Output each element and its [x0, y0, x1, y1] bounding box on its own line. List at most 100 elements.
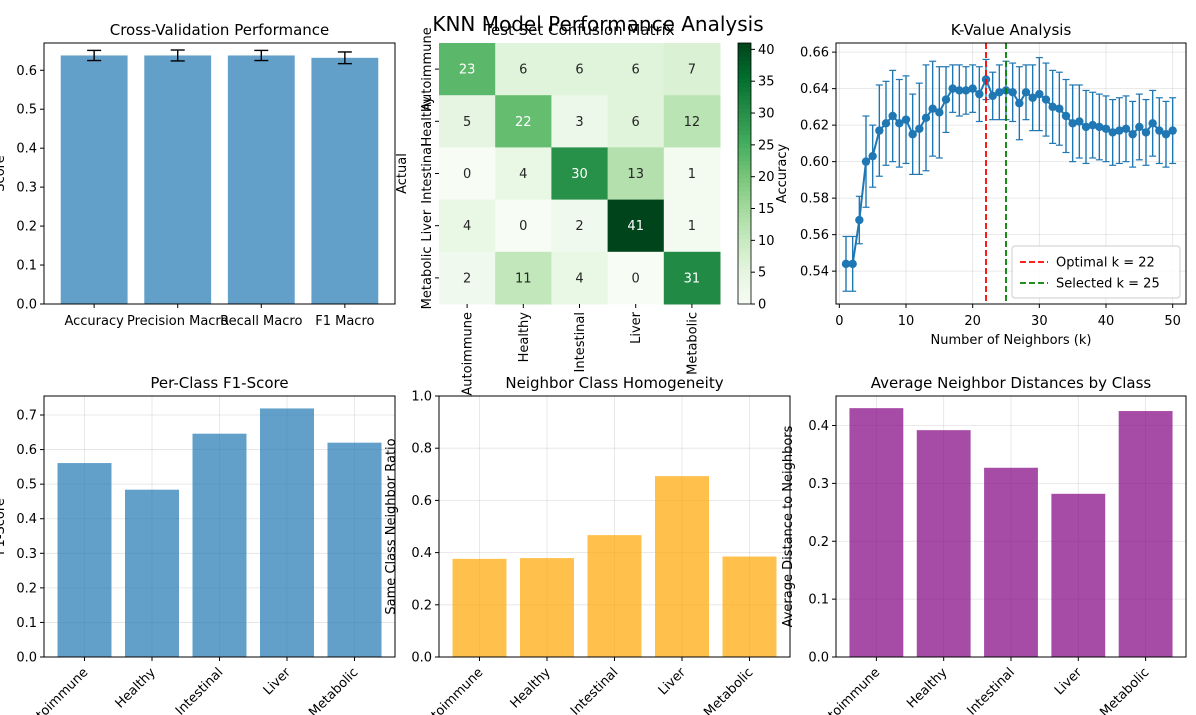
- cm-colorbar-step-5: [738, 277, 751, 283]
- cm-cell-0-1: [495, 43, 552, 96]
- homog-bar-healthy: [520, 558, 574, 657]
- cm-cell-1-1: [495, 95, 552, 148]
- cm-colorbar-step-36: [738, 143, 751, 148]
- cm-colorbar-step-9: [738, 260, 751, 266]
- cm-colorbar-step-28: [738, 177, 751, 183]
- kval-point-3: [861, 157, 871, 166]
- dist-bar-intestinal: [984, 467, 1038, 657]
- homog-chart: 0.0 0.2 0.4 0.6 0.8 1.0 Autoimmune Healthy Intes…: [384, 374, 791, 715]
- kval-point-40: [1108, 128, 1117, 137]
- cm-colorbar-step-42: [738, 116, 751, 122]
- cm-colorbar-tick-label-1: 5: [758, 266, 766, 281]
- kval-point-35: [1075, 117, 1084, 126]
- cm-colorbar-step-4: [738, 282, 751, 288]
- cm-cell-label-4-0: 2: [463, 271, 471, 286]
- cm-cell-label-0-4: 7: [688, 63, 696, 78]
- cm-colorbar-step-57: [738, 51, 751, 57]
- homog-ytick-label-0: 0.0: [411, 651, 432, 666]
- f1-ytick-label-6: 0.6: [16, 443, 37, 458]
- cm-colorbar-step-0: [738, 299, 751, 305]
- cm-colorbar-step-12: [738, 247, 751, 253]
- kval-point-48: [1161, 130, 1171, 139]
- kval-point-5: [875, 126, 884, 135]
- cm-cell-3-1: [495, 199, 552, 253]
- f1-ytick-label-3: 0.3: [16, 547, 37, 562]
- cm-cell-label-4-4: 31: [684, 271, 701, 286]
- cm-cell-3-4: [663, 199, 721, 253]
- cv-ytick-label-1: 0.1: [16, 259, 37, 274]
- cm-cell-label-3-1: 0: [519, 219, 527, 234]
- cv-ylabel: Score: [0, 155, 8, 191]
- cm-colorbar-step-3: [738, 286, 751, 292]
- f1-ytick-label-7: 0.7: [16, 409, 37, 424]
- cm-colorbar-step-2: [738, 290, 751, 296]
- kval-xtick-label-5: 50: [1164, 314, 1181, 329]
- cm-cell-label-4-1: 11: [515, 271, 532, 286]
- cm-colorbar-step-33: [738, 156, 751, 162]
- kval-point-26: [1015, 99, 1024, 108]
- cm-colorbar-step-34: [738, 151, 751, 157]
- homog-ytick-label-4: 0.8: [411, 442, 432, 457]
- cm-cell-label-1-2: 3: [575, 115, 583, 130]
- kval-point-44: [1135, 122, 1144, 132]
- cm-cell-label-2-1: 4: [519, 167, 527, 182]
- kval-xtick-label-3: 30: [1031, 314, 1048, 329]
- cm-cell-3-2: [551, 199, 609, 253]
- cm-cell-1-0: [439, 95, 496, 148]
- cv-ytick-label-4: 0.4: [16, 142, 37, 157]
- kval-point-45: [1141, 128, 1151, 137]
- cm-colorbar-step-13: [738, 243, 751, 249]
- kval-chart: 0.54 0.56 0.58 0.60 0.62 0.64 0.66 0 10 20 30 40 50 N…: [775, 21, 1187, 348]
- cm-colorbar-step-52: [738, 73, 751, 79]
- cm-xtick-label-2: Intestinal: [573, 312, 588, 372]
- cv-ytick-label-0: 0.0: [16, 298, 37, 313]
- kval-point-6: [881, 119, 891, 128]
- cm-colorbar-step-24: [738, 195, 751, 201]
- cm-ytick-label-4: Metabolic: [420, 246, 435, 309]
- cm-colorbar-step-44: [738, 108, 751, 114]
- f1-xtick-label-0: Autoimmune: [22, 665, 92, 715]
- kval-point-27: [1021, 88, 1031, 97]
- cm-colorbar-step-32: [738, 160, 751, 166]
- cm-colorbar-step-26: [738, 186, 751, 192]
- cm-colorbar-step-39: [738, 130, 751, 135]
- kval-ytick-label-0: 0.54: [800, 265, 829, 280]
- kval-point-49: [1168, 126, 1177, 135]
- cm-xtick-label-4: Metabolic: [685, 312, 700, 375]
- homog-ylabel: Same Class Neighbor Ratio: [384, 438, 399, 614]
- cm-colorbar-tick-label-5: 25: [758, 138, 775, 153]
- cm-colorbar-step-49: [738, 86, 751, 92]
- f1-bar-autoimmune: [57, 463, 112, 657]
- cm-colorbar-tick-label-7: 35: [758, 75, 775, 90]
- cm-colorbar-step-55: [738, 60, 751, 66]
- homog-title: Neighbor Class Homogeneity: [505, 374, 723, 392]
- cv-bar-recall-macro: [227, 55, 295, 305]
- cm-cell-label-0-0: 23: [459, 63, 476, 78]
- cm-cell-label-3-3: 41: [627, 219, 644, 234]
- kval-ytick-label-2: 0.58: [800, 192, 829, 207]
- cm-cell-1-4: [663, 95, 721, 148]
- kval-point-23: [995, 88, 1004, 97]
- cm-colorbar-tick-label-2: 10: [758, 234, 775, 249]
- kval-point-7: [888, 111, 897, 121]
- cm-colorbar-step-20: [738, 212, 751, 218]
- f1-xtick-label-3: Liver: [261, 665, 295, 699]
- cm-cell-label-0-3: 6: [632, 63, 640, 78]
- kval-point-43: [1128, 130, 1137, 139]
- dist-ytick-label-1: 0.1: [808, 593, 829, 608]
- kval-point-8: [895, 119, 904, 128]
- cv-title: Cross-Validation Performance: [110, 21, 330, 39]
- f1-bar-intestinal: [192, 433, 247, 657]
- cm-colorbar-step-21: [738, 208, 751, 214]
- cm-colorbar: 0 5 10 15 20 25 30 35 40: [737, 42, 775, 313]
- kval-legend: Optimal k = 22 Selected k = 25: [1011, 245, 1181, 299]
- cm-colorbar-step-41: [738, 121, 751, 127]
- cm-cell-label-0-1: 6: [519, 63, 527, 78]
- cm-colorbar-step-43: [738, 112, 751, 118]
- cm-cell-1-2: [551, 95, 609, 148]
- kval-point-19: [968, 84, 977, 93]
- kval-point-46: [1148, 119, 1157, 128]
- cm-colorbar-step-29: [738, 173, 751, 179]
- cm-colorbar-frame: [737, 42, 752, 305]
